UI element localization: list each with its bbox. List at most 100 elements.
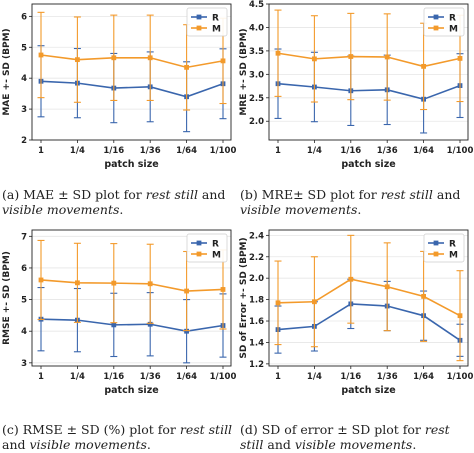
x-tick-label: 1/4: [70, 372, 85, 382]
data-point: [147, 55, 153, 61]
legend-label: M: [449, 251, 458, 261]
y-tick-label: 3.5: [249, 47, 264, 57]
caption-text: .: [146, 437, 151, 452]
data-point: [184, 64, 189, 70]
legend-label: M: [212, 25, 221, 35]
caption-text: (c) RMSE ± SD (%) plot for: [2, 422, 180, 437]
data-point: [111, 55, 117, 61]
caption-c: (c) RMSE ± SD (%) plot for rest still an…: [2, 422, 236, 452]
x-axis-label: patch size: [341, 385, 395, 396]
data-point: [457, 56, 463, 61]
data-point: [184, 288, 189, 294]
y-tick-label: 1.6: [249, 317, 264, 327]
plot-frame: [268, 3, 469, 141]
data-point: [384, 54, 390, 60]
chart-panel-mae: 2 3 4 5 6 1 1/4 1/16 1/36 1/64 1/100 patch size MAE …: [0, 0, 237, 226]
y-tick-label: 2.4: [249, 231, 264, 241]
series-line: [40, 279, 224, 292]
caption-emphasis: rest still: [240, 422, 450, 452]
y-tick-label: 3: [21, 359, 27, 369]
data-point: [348, 276, 354, 282]
caption-emphasis: visible movements: [2, 202, 120, 217]
x-tick-label: 1/64: [413, 146, 434, 156]
y-tick-label: 3.0: [249, 70, 264, 80]
legend-swatch-marker: [433, 14, 439, 20]
chart-svg: 1.2 1.4 1.6 1.8 2.0 2.2 2.4 1 1/4 1/16 1/36 1/64 1/1…: [239, 229, 473, 396]
x-tick-label: 1/4: [307, 372, 322, 382]
legend-label: M: [212, 251, 221, 261]
caption-emphasis: rest still: [380, 187, 433, 202]
series-line: [277, 278, 461, 317]
caption-text: and: [2, 437, 30, 452]
legend-box: [423, 233, 465, 263]
data-point: [312, 56, 317, 62]
x-axis-label: patch size: [104, 159, 158, 170]
caption-emphasis: visible movements: [29, 437, 147, 452]
caption-text: (d) SD of error ± SD plot for: [240, 422, 425, 437]
caption-emphasis: visible movements: [294, 437, 413, 452]
caption-text: .: [119, 202, 124, 217]
y-tick-label: 7: [21, 232, 27, 242]
legend-box: [186, 233, 228, 263]
plot-frame: [268, 229, 469, 367]
x-tick-label: 1/36: [377, 146, 398, 156]
legend-label: R: [212, 240, 219, 250]
caption-text: .: [357, 202, 362, 217]
series-line: [40, 318, 224, 333]
y-axis-label: RMSE +- SD (BPM): [2, 251, 12, 345]
caption-emphasis: rest still: [145, 187, 198, 202]
y-tick-label: 1.8: [249, 296, 264, 306]
chart-panel-sd-error: 1.2 1.4 1.6 1.8 2.0 2.2 2.4 1 1/4 1/16 1/36 1/64 1/1…: [237, 226, 474, 452]
data-point: [220, 287, 226, 292]
data-point: [111, 322, 117, 328]
x-axis-label: patch size: [341, 159, 395, 170]
x-tick-label: 1/64: [413, 372, 434, 382]
y-tick-label: 4: [21, 74, 27, 84]
x-tick-label: 1: [275, 372, 281, 382]
data-point: [312, 299, 317, 305]
y-tick-label: 4.5: [249, 0, 264, 10]
x-tick-label: 1/16: [103, 146, 124, 156]
caption-text: and: [432, 187, 461, 202]
chart-panel-rmse: 3 4 5 6 7 1 1/4 1/16 1/36 1/64 1/100 patch size RMSE…: [0, 226, 237, 452]
legend-label: M: [449, 25, 458, 35]
caption-text: (b) MRE± SD plot for: [240, 187, 381, 202]
series-line: [277, 52, 461, 68]
y-tick-label: 6: [21, 264, 27, 274]
x-tick-label: 1/36: [377, 372, 398, 382]
data-point: [75, 280, 80, 286]
legend-swatch-marker: [196, 25, 202, 31]
data-point: [75, 57, 80, 63]
data-point: [421, 63, 426, 69]
y-tick-label: 2.0: [249, 117, 264, 127]
y-tick-label: 3: [21, 105, 27, 115]
x-tick-label: 1/64: [176, 372, 197, 382]
legend-swatch-marker: [433, 240, 439, 246]
y-tick-label: 4: [21, 327, 27, 337]
legend-box: [423, 7, 465, 37]
chart-svg: 2 3 4 5 6 1 1/4 1/16 1/36 1/64 1/100 patch size MAE …: [2, 3, 236, 170]
y-tick-label: 1.2: [249, 360, 264, 370]
y-tick-label: 5: [21, 43, 27, 53]
caption-text: (a) MAE ± SD plot for: [2, 187, 146, 202]
caption-text: and: [263, 437, 295, 452]
legend-swatch-marker: [433, 25, 439, 31]
x-tick-label: 1/4: [307, 146, 322, 156]
legend-swatch-marker: [196, 240, 202, 246]
y-tick-label: 2: [21, 136, 27, 146]
legend-swatch-marker: [196, 14, 202, 20]
data-point: [38, 277, 44, 283]
x-tick-label: 1/4: [70, 146, 85, 156]
legend-swatch-marker: [196, 251, 202, 257]
series-line: [277, 303, 461, 341]
data-point: [421, 293, 426, 299]
plot-frame: [31, 229, 232, 367]
x-tick-label: 1/16: [340, 146, 361, 156]
data-point: [147, 321, 153, 327]
series-line: [277, 82, 461, 101]
caption-b: (b) MRE± SD plot for rest still and visi…: [240, 187, 474, 217]
y-tick-label: 2.0: [249, 274, 264, 284]
x-tick-label: 1/64: [176, 146, 197, 156]
legend-swatch-marker: [433, 251, 439, 257]
y-axis-label: MRE +- SD (BPM): [239, 28, 249, 115]
